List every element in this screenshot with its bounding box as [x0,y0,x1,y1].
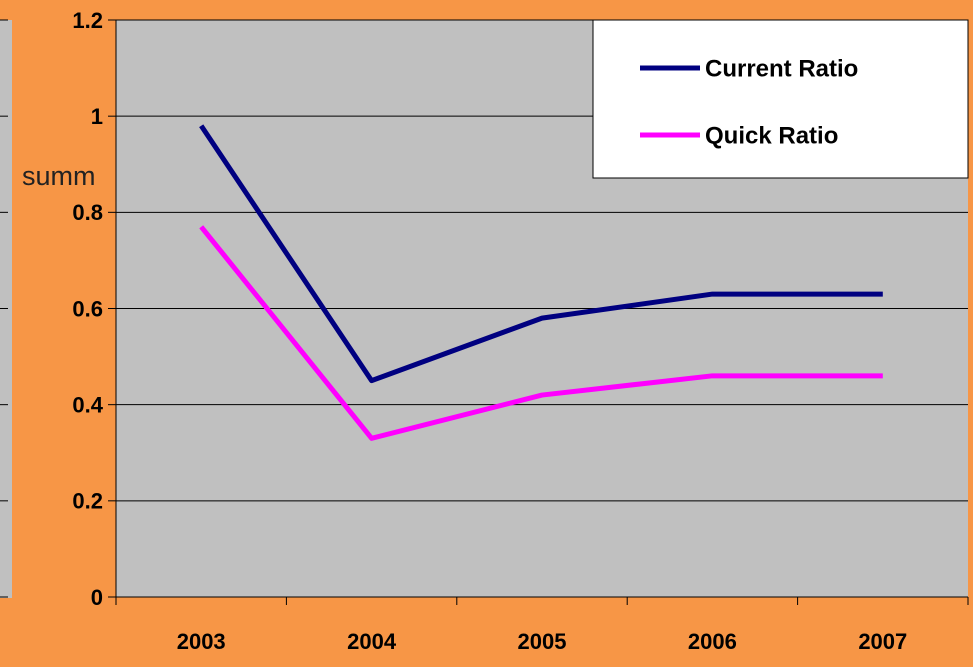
y-tick-label: 1 [91,104,103,129]
x-tick-label: 2004 [347,629,397,654]
series-line [199,225,883,441]
legend-label: Current Ratio [705,55,858,82]
y-tick-label: 0.8 [72,200,103,225]
x-tick-label: 2005 [518,629,567,654]
legend-box [592,19,969,179]
y-tick-label: 0.4 [72,392,103,417]
y-tick-label: 0.2 [72,489,103,514]
x-tick-label: 2003 [177,629,226,654]
x-tick-label: 2007 [858,629,907,654]
series-line [199,124,883,384]
x-tick-label: 2006 [688,629,737,654]
plot-marks [199,124,883,441]
grid [0,19,969,605]
y-tick-label: 0 [91,585,103,610]
y-tick-label: 0.6 [72,296,103,321]
background-text: summ [22,161,96,191]
legend-label: Quick Ratio [705,122,838,149]
y-tick-label: 1.2 [72,8,103,33]
legend: Current Ratio Quick Ratio [640,55,858,149]
